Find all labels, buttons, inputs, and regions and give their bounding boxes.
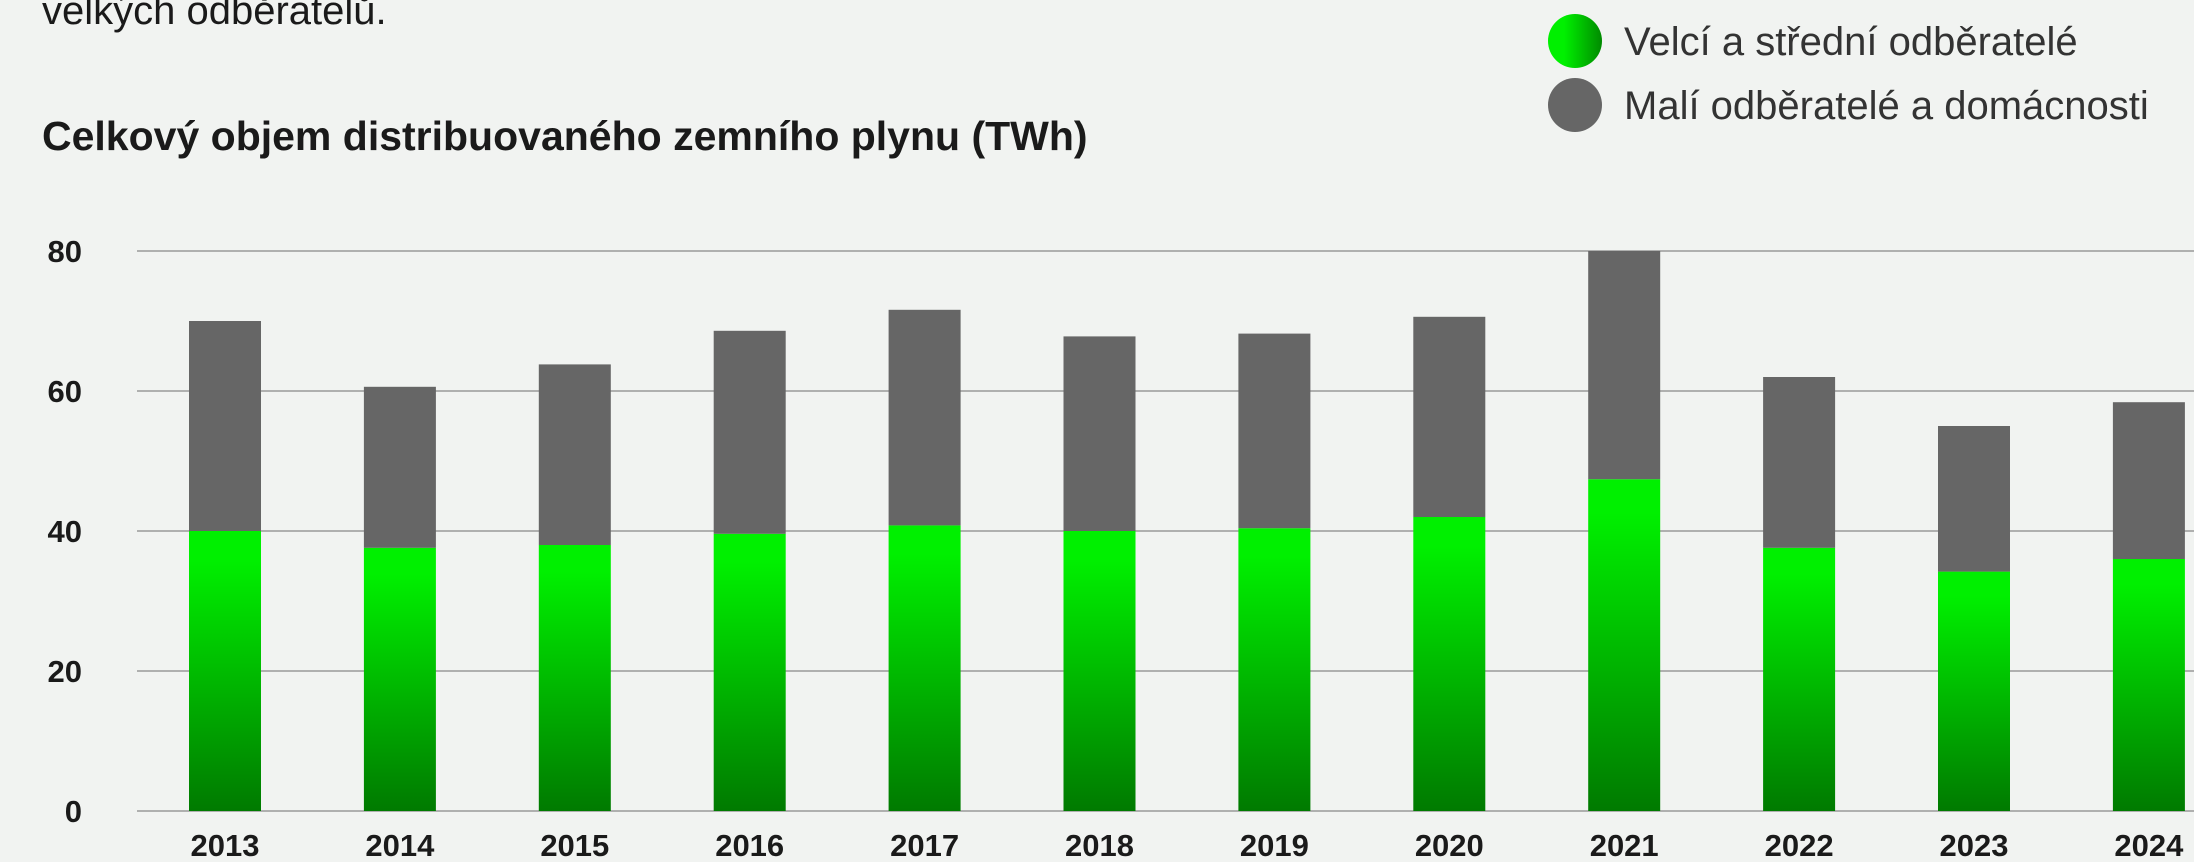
bar-segment: [363, 547, 436, 811]
x-tick-label: 2015: [540, 828, 609, 862]
bar-segment: [888, 309, 961, 526]
bar-segment: [713, 533, 786, 811]
y-tick-label: 80: [48, 234, 82, 269]
bar-segment: [189, 321, 261, 531]
legend-label: Malí odběratelé a domácnosti: [1624, 84, 2149, 128]
x-tick-label: 2019: [1240, 828, 1309, 862]
bar-segment: [1938, 571, 2010, 811]
bar-segment: [713, 330, 786, 534]
x-tick-label: 2014: [365, 828, 435, 862]
x-tick-label: 2013: [191, 828, 260, 862]
bar-segment: [2112, 402, 2185, 559]
bar-segment: [363, 386, 436, 548]
y-tick-label: 40: [48, 514, 82, 549]
legend-swatch: [1548, 78, 1602, 132]
chart-title: Celkový objem distribuovaného zemního pl…: [42, 113, 1088, 159]
x-tick-label: 2021: [1590, 828, 1659, 862]
bar-segment: [1413, 316, 1486, 517]
bar-segment: [1413, 517, 1486, 811]
bar-segment: [1763, 547, 1836, 811]
x-tick-label: 2018: [1065, 828, 1134, 862]
legend-swatch: [1548, 14, 1602, 68]
bar-segment: [538, 545, 611, 811]
intro-text: velkých odběratelů.: [42, 0, 387, 33]
x-tick-label: 2017: [890, 828, 959, 862]
x-tick-label: 2020: [1415, 828, 1484, 862]
x-tick-label: 2023: [1940, 828, 2009, 862]
y-tick-label: 0: [65, 794, 82, 829]
y-tick-label: 20: [48, 654, 82, 689]
bar-segment: [1588, 251, 1661, 480]
x-tick-label: 2024: [2114, 828, 2184, 862]
bar-segment: [2112, 559, 2185, 811]
bar-segment: [1238, 528, 1311, 811]
bar-segment: [1938, 426, 2010, 572]
bar-segment: [888, 525, 961, 811]
bar-segment: [538, 364, 611, 545]
x-tick-label: 2022: [1765, 828, 1834, 862]
legend-label: Velcí a střední odběratelé: [1624, 20, 2078, 64]
bar-segment: [1588, 479, 1661, 811]
x-tick-label: 2016: [715, 828, 784, 862]
bar-segment: [1763, 377, 1836, 548]
bar-segment: [1238, 333, 1311, 529]
bar-segment: [1063, 531, 1136, 811]
bar-segment: [189, 531, 261, 811]
y-tick-label: 60: [48, 374, 82, 409]
bar-segment: [1063, 336, 1136, 531]
